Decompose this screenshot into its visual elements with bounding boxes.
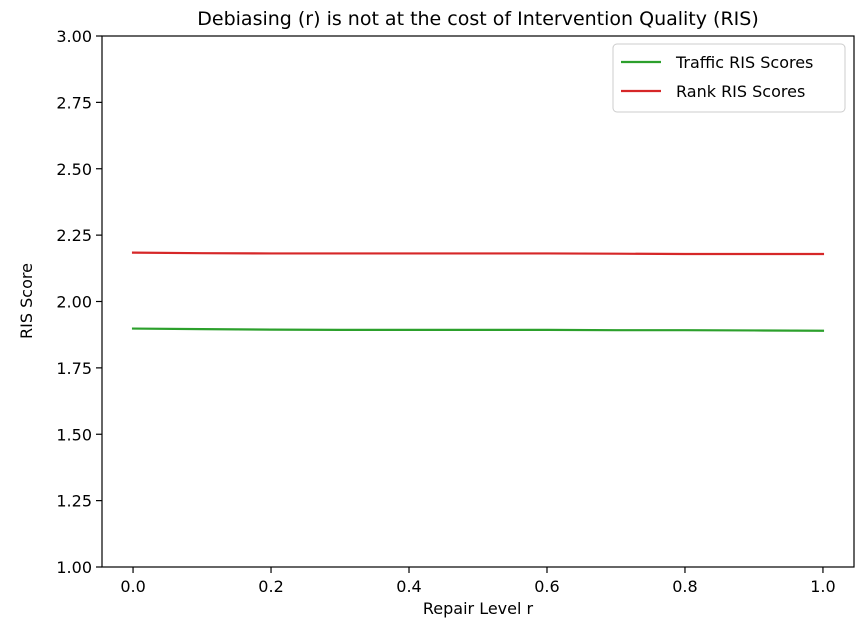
x-tick-label: 0.6: [534, 577, 559, 596]
legend-label-traffic: Traffic RIS Scores: [675, 53, 813, 72]
chart-title: Debiasing (r) is not at the cost of Inte…: [197, 8, 758, 30]
x-tick-label: 0.4: [396, 577, 421, 596]
y-tick-label: 1.50: [56, 425, 92, 444]
legend-label-rank: Rank RIS Scores: [676, 82, 805, 101]
y-axis: 1.00 1.25 1.50 1.75 2.00 2.25 2.50 2.75 3.00: [56, 27, 102, 577]
x-axis: 0.0 0.2 0.4 0.6 0.8 1.0: [120, 567, 836, 596]
series-line-traffic: [131, 327, 825, 332]
series-line-rank: [131, 251, 825, 256]
x-tick-label: 0.2: [258, 577, 283, 596]
plot-area: [131, 251, 825, 332]
y-tick-label: 1.75: [56, 359, 92, 378]
axes-frame: [101, 35, 855, 568]
x-tick-label: 0.8: [672, 577, 697, 596]
legend: Traffic RIS Scores Rank RIS Scores: [612, 43, 846, 113]
y-tick-label: 3.00: [56, 27, 92, 46]
y-tick-label: 2.00: [56, 293, 92, 312]
legend-box: [612, 43, 846, 113]
y-tick-label: 1.25: [56, 492, 92, 511]
y-tick-label: 1.00: [56, 558, 92, 577]
x-tick-label: 1.0: [810, 577, 835, 596]
y-tick-label: 2.75: [56, 93, 92, 112]
x-tick-label: 0.0: [120, 577, 145, 596]
y-tick-label: 2.50: [56, 160, 92, 179]
y-tick-label: 2.25: [56, 226, 92, 245]
y-axis-label: RIS Score: [17, 263, 36, 339]
x-axis-label: Repair Level r: [423, 599, 534, 618]
